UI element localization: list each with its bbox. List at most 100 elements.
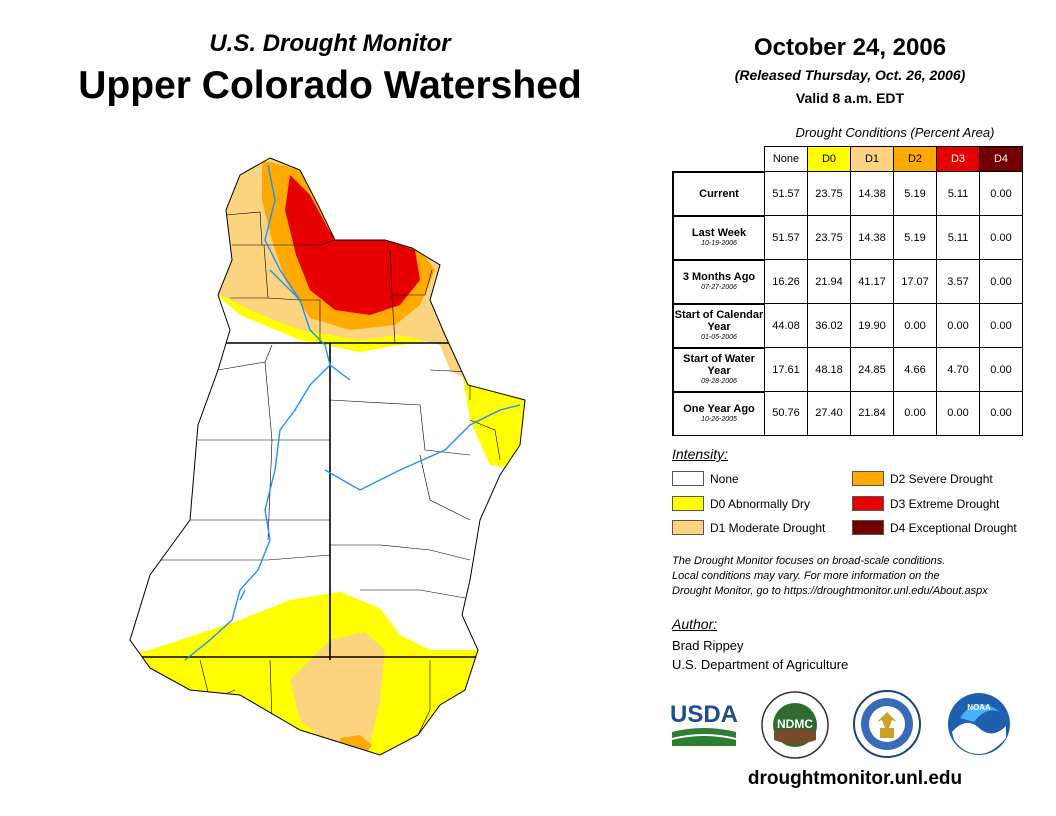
table-cell: 17.61 xyxy=(764,347,808,392)
table-cell: 17.07 xyxy=(893,259,937,304)
table-row: One Year Ago 10-26-2005 50.76 27.40 21.84… xyxy=(672,390,1023,436)
table-cell: 36.02 xyxy=(807,303,851,348)
legend-label: D3 Extreme Drought xyxy=(890,497,1000,511)
table-cell: 0.00 xyxy=(936,303,980,348)
row-label-text: 3 Months Ago xyxy=(682,271,756,283)
column-header-d0: D0 xyxy=(807,146,851,172)
table-row: Start of Water Year 09-28-2006 17.61 48.1… xyxy=(672,346,1023,392)
table-cell: 5.19 xyxy=(893,171,937,216)
legend-swatch xyxy=(852,471,884,486)
table-cell: 21.94 xyxy=(807,259,851,304)
table-cell: 0.00 xyxy=(979,391,1023,436)
note-line: Drought Monitor, go to https://droughtmo… xyxy=(672,585,988,597)
table-cell: 51.57 xyxy=(764,215,808,260)
legend-heading: Intensity: xyxy=(672,446,729,462)
table-corner xyxy=(673,147,765,172)
table-cell: 16.26 xyxy=(764,259,808,304)
author-name: Brad Rippey xyxy=(672,638,744,653)
zone-d3-north xyxy=(285,175,420,315)
table-cell: 5.11 xyxy=(936,171,980,216)
website-url[interactable]: droughtmonitor.unl.edu xyxy=(747,768,963,789)
valid-time: Valid 8 a.m. EDT xyxy=(795,90,905,106)
row-label: Last Week 10-19-2006 xyxy=(672,214,765,260)
usda-logo-text: USDA xyxy=(670,701,738,728)
zone-d1-south xyxy=(290,632,385,745)
table-cell: 23.75 xyxy=(807,171,851,216)
note-line: Local conditions may vary. For more info… xyxy=(672,570,940,582)
basin-outline xyxy=(129,157,526,756)
table-caption: Drought Conditions (Percent Area) xyxy=(795,125,995,140)
row-label-text: Current xyxy=(699,187,739,200)
table-cell: 0.00 xyxy=(893,303,937,348)
table-cell: 21.84 xyxy=(850,391,894,436)
table-cell: 27.40 xyxy=(807,391,851,436)
author-heading: Author: xyxy=(672,616,718,632)
legend-swatch xyxy=(672,520,704,535)
map-subtitle: U.S. Drought Monitor xyxy=(209,30,451,57)
ndmc-logo-text: NDMC xyxy=(777,717,813,731)
river-network xyxy=(184,164,521,661)
table-cell: 0.00 xyxy=(893,391,937,436)
note-line: The Drought Monitor focuses on broad-sca… xyxy=(672,555,946,567)
noaa-logo-text: NOAA xyxy=(967,703,991,712)
table-cell: 0.00 xyxy=(979,171,1023,216)
disclaimer-note: The Drought Monitor focuses on broad-sca… xyxy=(672,554,1042,599)
noaa-logo: NOAA xyxy=(948,693,1010,755)
table-cell: 19.90 xyxy=(850,303,894,348)
row-label: Current xyxy=(672,170,765,216)
legend-label: D2 Severe Drought xyxy=(890,472,993,486)
commerce-seal-logo xyxy=(853,690,921,758)
legend-label: D0 Abnormally Dry xyxy=(710,497,811,511)
row-date: 10-26-2005 xyxy=(701,416,737,423)
column-header-d4: D4 xyxy=(979,146,1023,172)
column-header-d2: D2 xyxy=(893,146,937,172)
ndmc-logo: NDMC xyxy=(761,691,829,759)
row-label: One Year Ago 10-26-2005 xyxy=(672,390,765,436)
legend-swatch xyxy=(672,471,704,486)
row-date: 07-27-2006 xyxy=(701,284,737,291)
table-cell: 23.75 xyxy=(807,215,851,260)
row-label-text: Last Week xyxy=(691,227,747,239)
row-label-text: One Year Ago xyxy=(683,403,755,415)
drought-zones xyxy=(130,158,525,755)
table-cell: 3.57 xyxy=(936,259,980,304)
table-cell: 4.70 xyxy=(936,347,980,392)
row-date: 10-19-2006 xyxy=(701,240,737,247)
table-cell: 24.85 xyxy=(850,347,894,392)
table-cell: 51.57 xyxy=(764,171,808,216)
row-label: Start of Calendar Year 01-05-2006 xyxy=(672,302,765,348)
valid-date: October 24, 2006 xyxy=(753,34,947,61)
table-cell: 5.11 xyxy=(936,215,980,260)
table-cell: 50.76 xyxy=(764,391,808,436)
table-cell: 5.19 xyxy=(893,215,937,260)
row-label: 3 Months Ago 07-27-2006 xyxy=(672,258,765,304)
legend-label: D4 Exceptional Drought xyxy=(890,521,1017,535)
column-header-d1: D1 xyxy=(850,146,894,172)
legend-swatch xyxy=(852,496,884,511)
table-row: 3 Months Ago 07-27-2006 16.26 21.94 41.17… xyxy=(672,258,1023,304)
table-body: Current 51.57 23.75 14.38 5.19 5.11 0.00… xyxy=(672,170,1023,436)
usda-logo: USDA xyxy=(670,701,738,746)
legend-swatch xyxy=(672,496,704,511)
table-cell: 0.00 xyxy=(979,259,1023,304)
author-organization: U.S. Department of Agriculture xyxy=(672,657,849,672)
table-cell: 0.00 xyxy=(936,391,980,436)
table-cell: 48.18 xyxy=(807,347,851,392)
table-row: Current 51.57 23.75 14.38 5.19 5.11 0.00 xyxy=(672,170,1023,216)
table-cell: 0.00 xyxy=(979,347,1023,392)
row-label-text: Start of Calendar Year xyxy=(674,309,764,333)
table-header-row: None D0 D1 D2 D3 D4 xyxy=(673,146,1023,172)
table-cell: 44.08 xyxy=(764,303,808,348)
drought-stats-table: None D0 D1 D2 D3 D4 Current 51.57 23.75 … xyxy=(672,146,1023,436)
table-cell: 0.00 xyxy=(979,215,1023,260)
row-date: 01-05-2006 xyxy=(701,334,737,341)
table-cell: 0.00 xyxy=(979,303,1023,348)
release-date: (Released Thursday, Oct. 26, 2006) xyxy=(734,67,966,83)
row-label-text: Start of Water Year xyxy=(683,353,755,377)
column-header-d3: D3 xyxy=(936,146,980,172)
row-date: 09-28-2006 xyxy=(701,378,737,385)
legend-label: None xyxy=(710,472,739,486)
table-row: Start of Calendar Year 01-05-2006 44.08 3… xyxy=(672,302,1023,348)
table-row: Last Week 10-19-2006 51.57 23.75 14.38 5.… xyxy=(672,214,1023,260)
table-cell: 14.38 xyxy=(850,171,894,216)
